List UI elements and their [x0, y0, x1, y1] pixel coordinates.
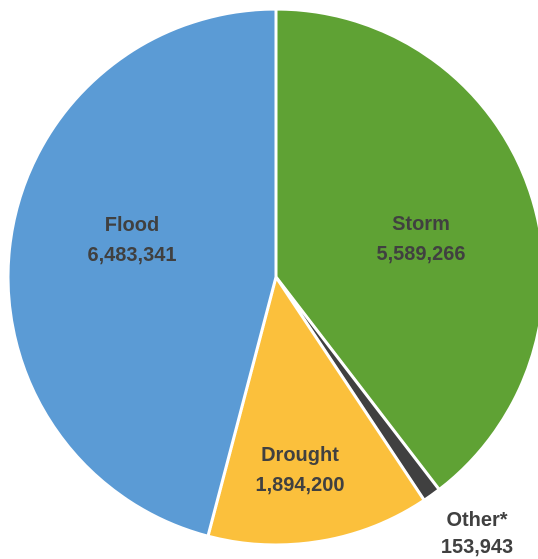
- pie-slices: [6, 7, 538, 547]
- slice-value-other: 153,943: [441, 536, 513, 558]
- pie-slice-storm: [274, 7, 538, 492]
- pie-labels: Storm 5,589,266 Other* 153,943 Drought 1,894,…: [88, 213, 514, 558]
- slice-label-other: Other*: [446, 509, 507, 531]
- pie-slice-flood: [6, 7, 278, 538]
- slice-value-flood: 6,483,341: [88, 244, 177, 266]
- slice-label-storm: Storm: [392, 213, 450, 235]
- pie-slice-drought: [206, 275, 426, 547]
- slice-label-flood: Flood: [105, 214, 159, 236]
- slice-label-drought: Drought: [261, 444, 339, 466]
- slice-value-drought: 1,894,200: [256, 474, 345, 496]
- slice-value-storm: 5,589,266: [377, 243, 466, 265]
